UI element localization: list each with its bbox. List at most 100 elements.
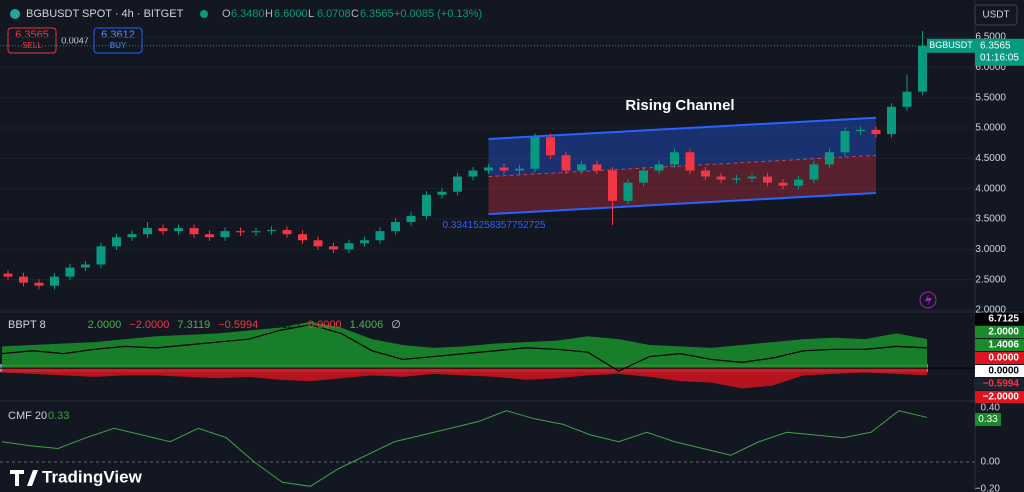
axis-tag-box [975, 339, 1024, 351]
cmf-tag: 0.33 [978, 414, 998, 425]
ohlc-label: H [265, 8, 273, 20]
candle-body [391, 222, 400, 232]
axis-tag-box [975, 365, 1024, 377]
cmf-tag-box [975, 413, 1001, 426]
candle-body [608, 170, 617, 201]
candle-body [189, 228, 199, 235]
legend-value: 0.0000 [308, 319, 342, 331]
candle-body [375, 231, 385, 241]
candle-body [809, 164, 819, 180]
candle-body [499, 167, 509, 171]
sell-label: SELL [22, 41, 42, 50]
candle-body [639, 170, 648, 183]
axis-tag-box [975, 391, 1024, 403]
y-tick-label: 0.40 [981, 403, 1001, 414]
ohlc-label: L [308, 8, 314, 20]
price-tag-countdown: 01:16:05 [980, 52, 1019, 63]
y-tick-label: −0.20 [975, 484, 1001, 492]
legend-value: 7.3119 [177, 319, 210, 331]
candle-body [3, 273, 13, 277]
buy-button[interactable] [93, 27, 143, 54]
candle-body [840, 131, 850, 153]
candle-body [298, 234, 307, 241]
channel-upper [488, 116, 877, 140]
candle-body [81, 264, 90, 268]
cmf-line [1, 410, 928, 487]
candle-body [112, 237, 121, 247]
channel-mid [488, 154, 877, 178]
axis-tag: −2.0000 [983, 392, 1020, 403]
candle-body [825, 152, 834, 165]
candle-body [515, 168, 524, 171]
candle-body [856, 129, 865, 132]
price-tag-symbol: BGBUSDT [929, 40, 973, 50]
candle-body [127, 234, 137, 238]
candle-body [220, 231, 230, 238]
price-tag-price: 6.3565 [980, 40, 1011, 51]
candle-body [313, 240, 323, 247]
spread: 0.0047 [61, 35, 89, 45]
candle-body [453, 176, 462, 192]
ohlc-value: 6.3480 [231, 8, 265, 20]
candle-body [716, 176, 726, 180]
legend-value: −0.5994 [218, 319, 258, 331]
channel-upper-fill [488, 117, 876, 177]
channel-lower-fill [488, 155, 876, 215]
y-tick-label: 4.0000 [975, 183, 1006, 194]
y-tick-label: 0.00 [981, 457, 1001, 468]
axis-tag: 2.0000 [988, 327, 1019, 338]
candle-body [701, 170, 710, 177]
candle-body [205, 234, 214, 238]
y-tick-label: 6.0000 [975, 62, 1006, 73]
channel-lower [488, 191, 877, 216]
axis-tag: 0.0000 [988, 366, 1019, 377]
ohlc: O 6.3480 H 6.6000 L 6.0708 C 6.3565 [222, 8, 394, 20]
candle-body [918, 45, 927, 92]
ohlc-label: C [351, 8, 359, 20]
candle-body [685, 152, 695, 171]
candle-body [158, 228, 168, 232]
candle-body [732, 178, 741, 180]
ohlc-value: 6.3565 [360, 8, 394, 20]
candle-body [282, 229, 292, 235]
y-tick-label: 2.5000 [975, 274, 1006, 285]
legend-value: ∅ [391, 319, 401, 331]
sell-button[interactable] [7, 27, 57, 54]
ohlc-value: 6.0708 [317, 8, 351, 20]
change: +0.0085 (+0.13%) [394, 8, 482, 20]
candle-body [561, 155, 571, 171]
ohlc-label: O [222, 8, 231, 20]
candle-body [468, 170, 478, 177]
annotation: Rising Channel [625, 97, 734, 114]
candle-body [670, 152, 679, 165]
candle-body [794, 179, 803, 186]
price-tag-symbol-box [927, 38, 975, 53]
axis-tag: 6.7125 [988, 314, 1019, 325]
alert-icon[interactable] [919, 291, 937, 309]
candle-body [344, 243, 354, 250]
y-tick-label: 3.5000 [975, 214, 1006, 225]
y-tick-label: 5.0000 [975, 123, 1006, 134]
candle-body [530, 137, 540, 169]
currency-button[interactable] [974, 4, 1018, 26]
candle-body [902, 91, 912, 107]
buy-price: 6.3612 [101, 29, 135, 41]
sell-price: 6.3565 [15, 29, 49, 41]
axis-tag-box [975, 378, 1024, 390]
logo: TradingView [42, 467, 143, 486]
y-tick-label: 5.5000 [975, 92, 1006, 103]
candle-body [887, 106, 896, 135]
candle-body [34, 282, 44, 286]
candle-body [96, 246, 106, 265]
bbpt-line [1, 324, 928, 372]
candle-body [654, 164, 664, 171]
candle-body [747, 176, 757, 179]
legend-value: −2.0000 [129, 319, 169, 331]
candle-body [360, 240, 369, 244]
candle-body [623, 182, 633, 201]
candle-body [174, 228, 183, 232]
candle-body [50, 276, 59, 286]
alert-bolt [925, 294, 932, 306]
